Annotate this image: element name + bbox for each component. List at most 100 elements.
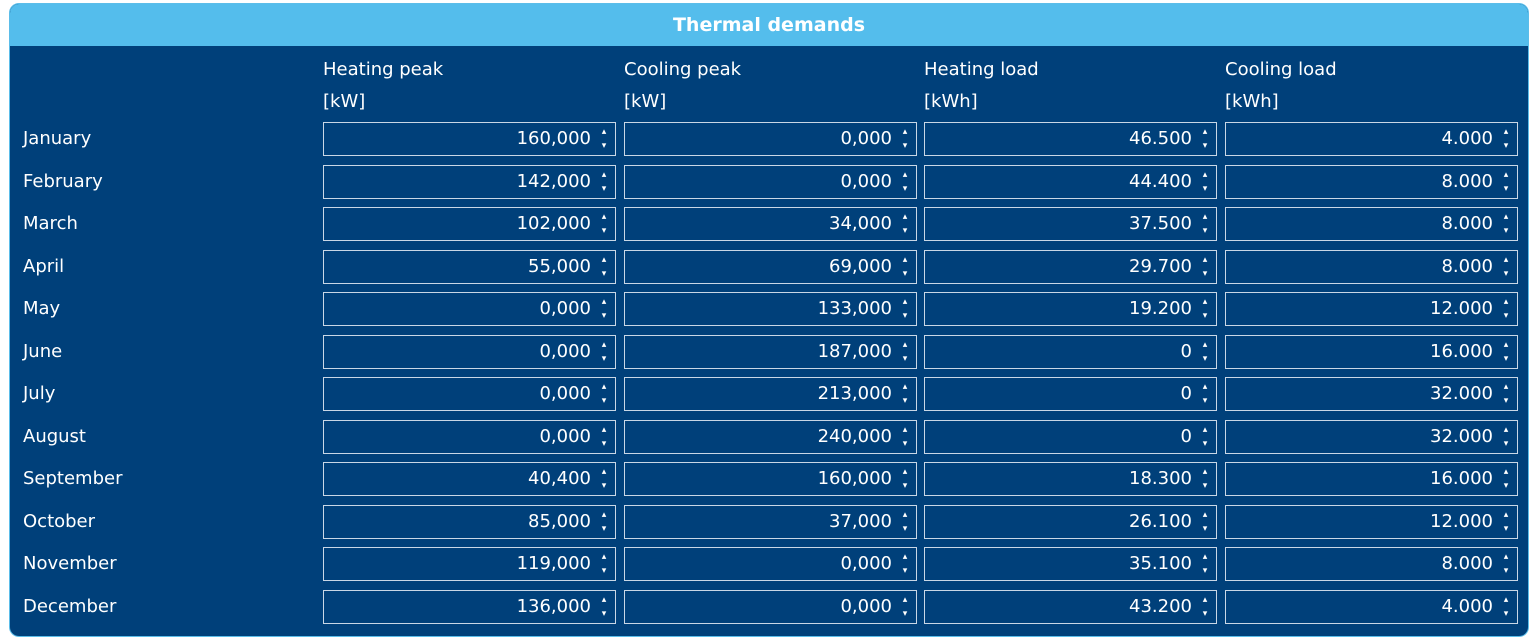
spin-down-arrow-icon[interactable]: ▾ <box>1202 225 1208 236</box>
heating-peak-value[interactable]: 0,000 <box>539 298 591 319</box>
heating-peak-spinbox[interactable]: 160,000 ▴ ▾ <box>323 122 616 156</box>
spin-up-arrow-icon[interactable]: ▴ <box>1503 211 1509 222</box>
cooling-peak-value[interactable]: 213,000 <box>817 383 892 404</box>
spin-up-arrow-icon[interactable]: ▴ <box>902 254 908 265</box>
heating-peak-spinbox[interactable]: 0,000 ▴ ▾ <box>323 420 616 454</box>
spin-down-arrow-icon[interactable]: ▾ <box>1503 310 1509 321</box>
spin-down-arrow-icon[interactable]: ▾ <box>1202 183 1208 194</box>
spin-up-arrow-icon[interactable]: ▴ <box>601 254 607 265</box>
heating-peak-value[interactable]: 0,000 <box>539 426 591 447</box>
cooling-load-value[interactable]: 16.000 <box>1430 468 1493 489</box>
spin-down-arrow-icon[interactable]: ▾ <box>1202 608 1208 619</box>
spin-up-arrow-icon[interactable]: ▴ <box>1503 169 1509 180</box>
cooling-load-value[interactable]: 32.000 <box>1430 383 1493 404</box>
spin-up-arrow-icon[interactable]: ▴ <box>601 339 607 350</box>
heating-peak-spinbox[interactable]: 142,000 ▴ ▾ <box>323 165 616 199</box>
spin-up-arrow-icon[interactable]: ▴ <box>902 339 908 350</box>
cooling-load-value[interactable]: 8.000 <box>1441 256 1493 277</box>
heating-load-value[interactable]: 0 <box>1180 426 1192 447</box>
spin-down-arrow-icon[interactable]: ▾ <box>902 225 908 236</box>
heating-load-spinbox[interactable]: 19.200 ▴ ▾ <box>924 292 1217 326</box>
spin-down-arrow-icon[interactable]: ▾ <box>902 268 908 279</box>
spin-up-arrow-icon[interactable]: ▴ <box>601 381 607 392</box>
spin-down-arrow-icon[interactable]: ▾ <box>1503 395 1509 406</box>
spin-up-arrow-icon[interactable]: ▴ <box>902 211 908 222</box>
spin-down-arrow-icon[interactable]: ▾ <box>902 608 908 619</box>
spin-up-arrow-icon[interactable]: ▴ <box>1503 381 1509 392</box>
heating-peak-value[interactable]: 40,400 <box>528 468 591 489</box>
spin-down-arrow-icon[interactable]: ▾ <box>1202 480 1208 491</box>
cooling-peak-spinbox[interactable]: 0,000 ▴ ▾ <box>624 547 917 581</box>
cooling-load-spinbox[interactable]: 4.000 ▴ ▾ <box>1225 590 1518 624</box>
heating-load-value[interactable]: 37.500 <box>1129 213 1192 234</box>
cooling-peak-spinbox[interactable]: 0,000 ▴ ▾ <box>624 590 917 624</box>
cooling-peak-value[interactable]: 0,000 <box>840 171 892 192</box>
cooling-load-spinbox[interactable]: 12.000 ▴ ▾ <box>1225 505 1518 539</box>
cooling-load-value[interactable]: 8.000 <box>1441 213 1493 234</box>
cooling-load-spinbox[interactable]: 8.000 ▴ ▾ <box>1225 547 1518 581</box>
heating-load-spinbox[interactable]: 26.100 ▴ ▾ <box>924 505 1217 539</box>
spin-up-arrow-icon[interactable]: ▴ <box>1503 551 1509 562</box>
spin-down-arrow-icon[interactable]: ▾ <box>902 565 908 576</box>
cooling-peak-value[interactable]: 240,000 <box>817 426 892 447</box>
heating-peak-spinbox[interactable]: 0,000 ▴ ▾ <box>323 335 616 369</box>
cooling-load-value[interactable]: 16.000 <box>1430 341 1493 362</box>
cooling-load-value[interactable]: 8.000 <box>1441 171 1493 192</box>
cooling-peak-spinbox[interactable]: 69,000 ▴ ▾ <box>624 250 917 284</box>
heating-load-value[interactable]: 29.700 <box>1129 256 1192 277</box>
heating-load-spinbox[interactable]: 35.100 ▴ ▾ <box>924 547 1217 581</box>
cooling-load-spinbox[interactable]: 32.000 ▴ ▾ <box>1225 377 1518 411</box>
spin-up-arrow-icon[interactable]: ▴ <box>601 551 607 562</box>
heating-load-value[interactable]: 18.300 <box>1129 468 1192 489</box>
heating-peak-spinbox[interactable]: 102,000 ▴ ▾ <box>323 207 616 241</box>
heating-peak-value[interactable]: 142,000 <box>516 171 591 192</box>
spin-down-arrow-icon[interactable]: ▾ <box>1503 225 1509 236</box>
heating-peak-spinbox[interactable]: 136,000 ▴ ▾ <box>323 590 616 624</box>
heating-peak-spinbox[interactable]: 85,000 ▴ ▾ <box>323 505 616 539</box>
spin-up-arrow-icon[interactable]: ▴ <box>1202 424 1208 435</box>
cooling-load-spinbox[interactable]: 12.000 ▴ ▾ <box>1225 292 1518 326</box>
spin-up-arrow-icon[interactable]: ▴ <box>601 509 607 520</box>
spin-down-arrow-icon[interactable]: ▾ <box>1202 353 1208 364</box>
spin-down-arrow-icon[interactable]: ▾ <box>601 395 607 406</box>
heating-peak-spinbox[interactable]: 40,400 ▴ ▾ <box>323 462 616 496</box>
spin-up-arrow-icon[interactable]: ▴ <box>902 509 908 520</box>
spin-up-arrow-icon[interactable]: ▴ <box>1503 509 1509 520</box>
heating-load-spinbox[interactable]: 44.400 ▴ ▾ <box>924 165 1217 199</box>
spin-down-arrow-icon[interactable]: ▾ <box>601 310 607 321</box>
cooling-peak-value[interactable]: 69,000 <box>829 256 892 277</box>
cooling-peak-spinbox[interactable]: 0,000 ▴ ▾ <box>624 165 917 199</box>
spin-down-arrow-icon[interactable]: ▾ <box>1202 310 1208 321</box>
heating-peak-value[interactable]: 102,000 <box>516 213 591 234</box>
spin-down-arrow-icon[interactable]: ▾ <box>601 438 607 449</box>
spin-up-arrow-icon[interactable]: ▴ <box>1202 254 1208 265</box>
spin-down-arrow-icon[interactable]: ▾ <box>902 353 908 364</box>
heating-peak-value[interactable]: 119,000 <box>516 553 591 574</box>
spin-up-arrow-icon[interactable]: ▴ <box>1202 381 1208 392</box>
heating-peak-spinbox[interactable]: 119,000 ▴ ▾ <box>323 547 616 581</box>
cooling-load-value[interactable]: 4.000 <box>1441 128 1493 149</box>
spin-up-arrow-icon[interactable]: ▴ <box>1202 296 1208 307</box>
spin-up-arrow-icon[interactable]: ▴ <box>902 594 908 605</box>
spin-up-arrow-icon[interactable]: ▴ <box>1202 211 1208 222</box>
spin-up-arrow-icon[interactable]: ▴ <box>1503 594 1509 605</box>
spin-down-arrow-icon[interactable]: ▾ <box>1503 438 1509 449</box>
cooling-load-spinbox[interactable]: 8.000 ▴ ▾ <box>1225 207 1518 241</box>
spin-up-arrow-icon[interactable]: ▴ <box>902 126 908 137</box>
spin-up-arrow-icon[interactable]: ▴ <box>601 424 607 435</box>
cooling-peak-value[interactable]: 187,000 <box>817 341 892 362</box>
cooling-peak-spinbox[interactable]: 213,000 ▴ ▾ <box>624 377 917 411</box>
cooling-peak-value[interactable]: 160,000 <box>817 468 892 489</box>
heating-peak-value[interactable]: 136,000 <box>516 596 591 617</box>
heating-load-value[interactable]: 26.100 <box>1129 511 1192 532</box>
heating-peak-value[interactable]: 160,000 <box>516 128 591 149</box>
spin-down-arrow-icon[interactable]: ▾ <box>601 225 607 236</box>
heating-load-value[interactable]: 0 <box>1180 383 1192 404</box>
spin-down-arrow-icon[interactable]: ▾ <box>601 523 607 534</box>
cooling-load-value[interactable]: 4.000 <box>1441 596 1493 617</box>
cooling-load-spinbox[interactable]: 16.000 ▴ ▾ <box>1225 462 1518 496</box>
spin-up-arrow-icon[interactable]: ▴ <box>1503 126 1509 137</box>
heating-peak-spinbox[interactable]: 0,000 ▴ ▾ <box>323 377 616 411</box>
heating-peak-value[interactable]: 0,000 <box>539 383 591 404</box>
spin-up-arrow-icon[interactable]: ▴ <box>902 551 908 562</box>
